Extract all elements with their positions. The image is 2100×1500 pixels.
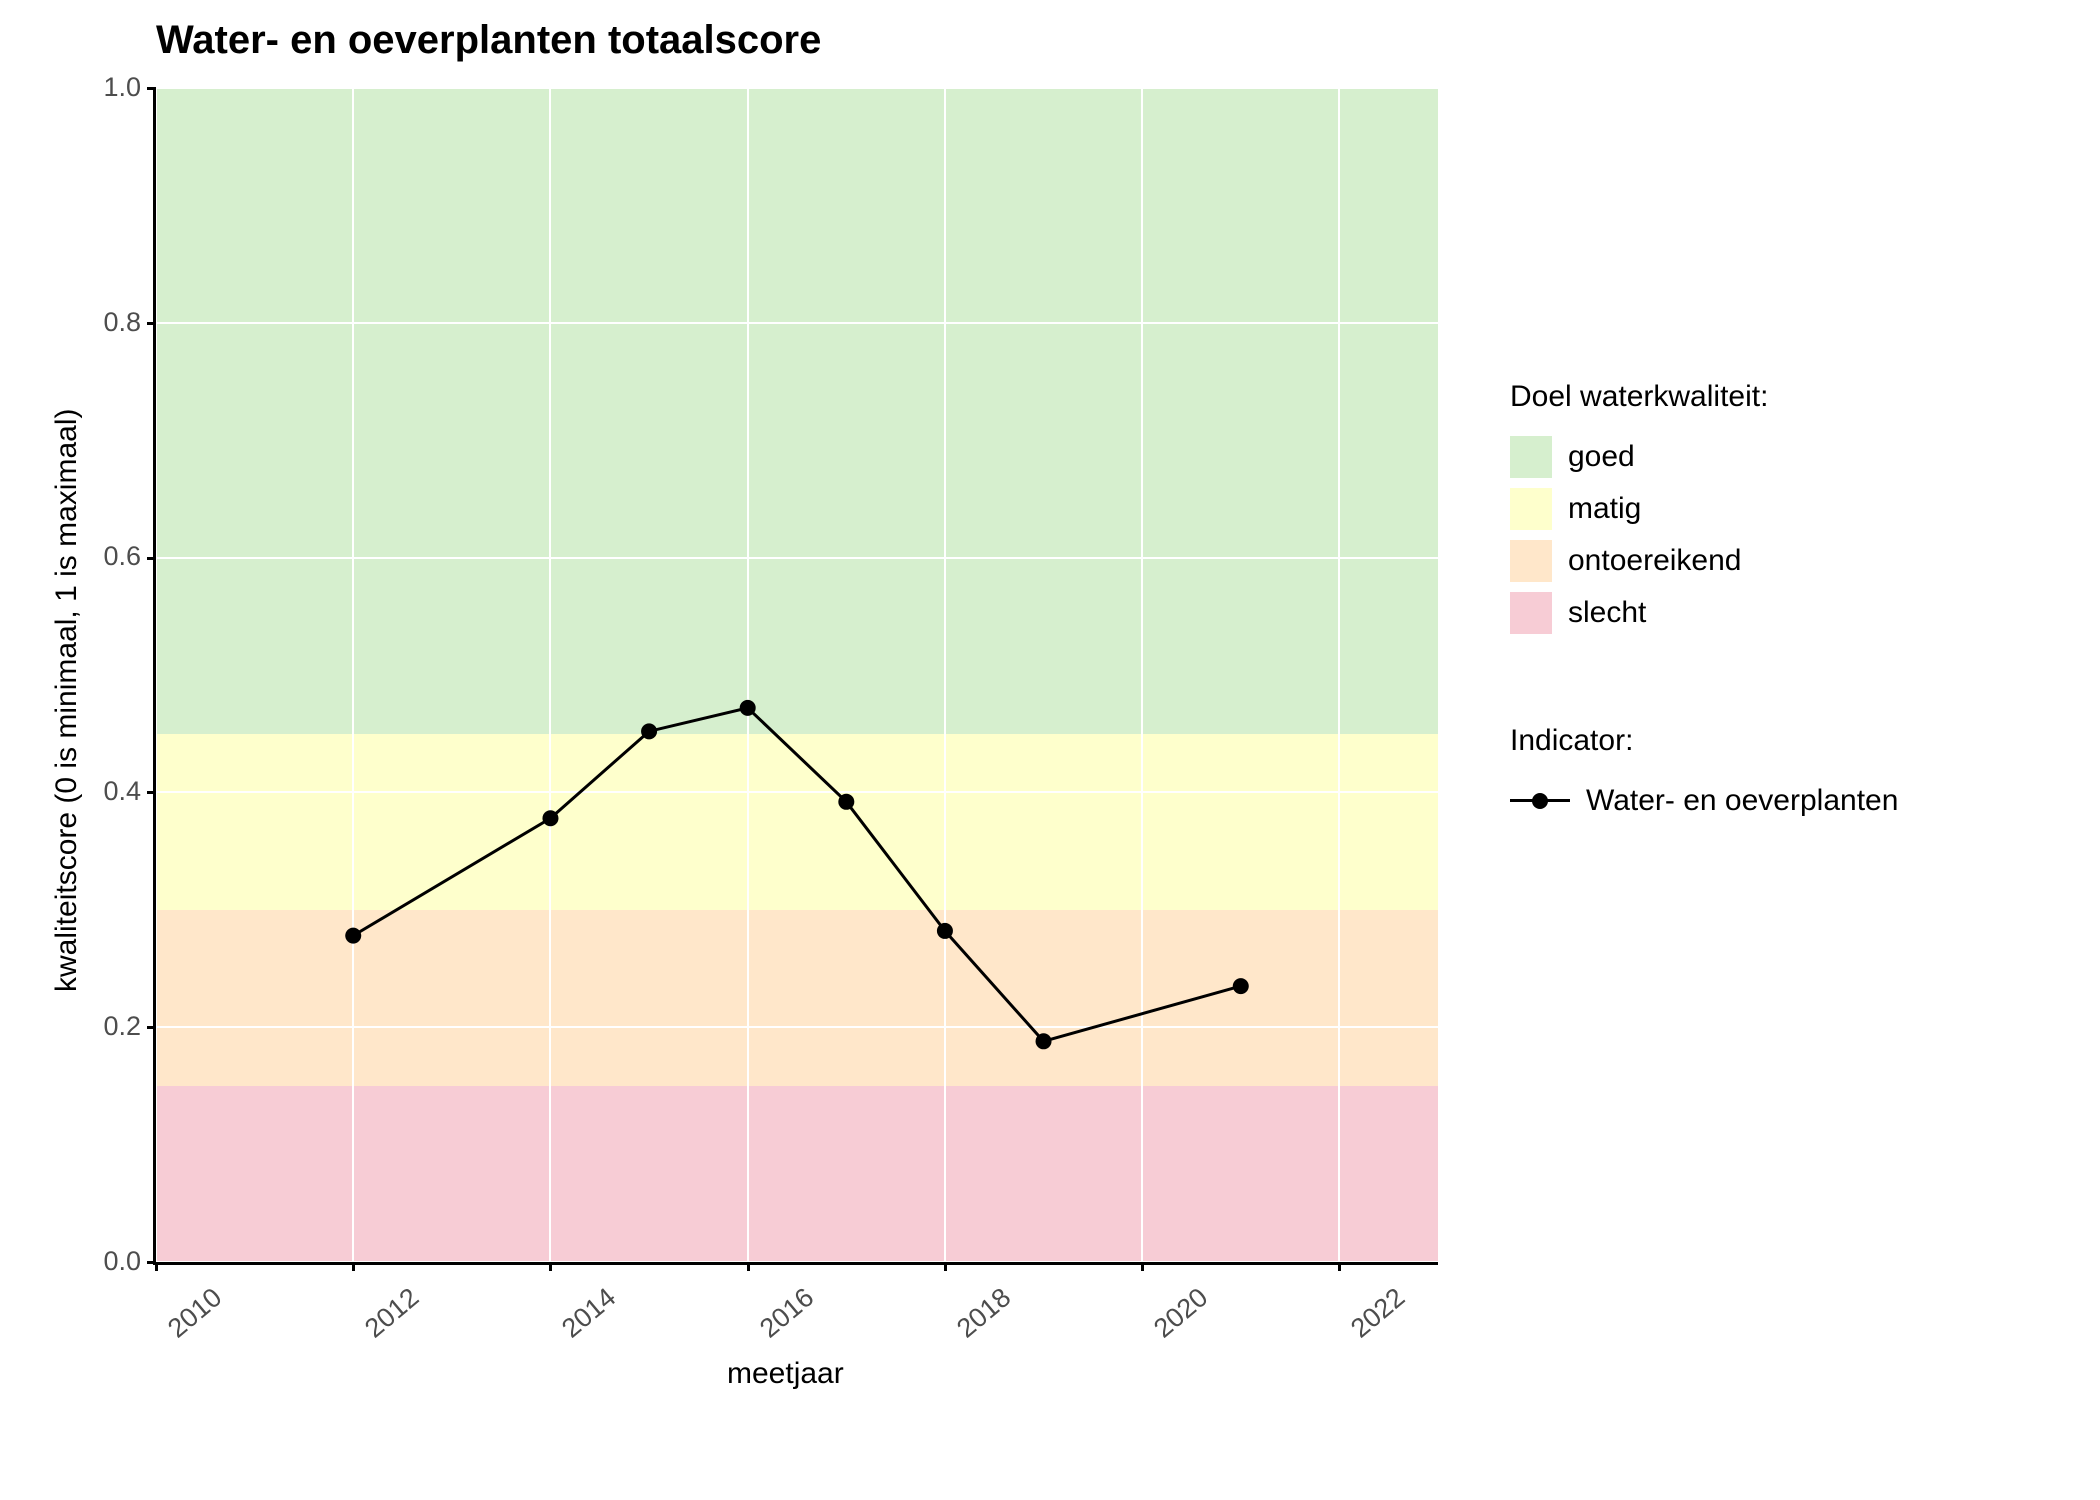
series-marker bbox=[641, 723, 657, 739]
series-marker bbox=[1036, 1033, 1052, 1049]
series-marker bbox=[937, 923, 953, 939]
y-tick-mark bbox=[147, 791, 156, 794]
legend-item-indicator: Water- en oeverplanten bbox=[1510, 780, 1898, 822]
series-marker bbox=[838, 794, 854, 810]
legend-indicator-sample bbox=[1510, 780, 1570, 822]
legend-item-goed: goed bbox=[1510, 436, 1898, 478]
legend-indicator-label: Water- en oeverplanten bbox=[1586, 784, 1898, 818]
x-tick-mark bbox=[352, 1262, 355, 1271]
x-tick-label: 2022 bbox=[1345, 1282, 1411, 1344]
legend-label: ontoereikend bbox=[1568, 544, 1741, 578]
series-marker bbox=[542, 810, 558, 826]
y-tick-label: 0.2 bbox=[61, 1011, 141, 1042]
y-axis-label: kwaliteitscore (0 is minimaal, 1 is maxi… bbox=[50, 408, 84, 991]
x-tick-mark bbox=[944, 1262, 947, 1271]
series-line bbox=[353, 708, 1241, 1041]
x-tick-mark bbox=[1141, 1262, 1144, 1271]
x-tick-label: 2010 bbox=[162, 1282, 228, 1344]
x-axis-line bbox=[156, 1262, 1438, 1265]
x-tick-label: 2014 bbox=[557, 1282, 623, 1344]
x-tick-label: 2016 bbox=[754, 1282, 820, 1344]
series-marker bbox=[345, 928, 361, 944]
legend-label: matig bbox=[1568, 492, 1641, 526]
y-tick-mark bbox=[147, 1026, 156, 1029]
legend-swatch bbox=[1510, 488, 1552, 530]
y-tick-label: 0.8 bbox=[61, 307, 141, 338]
y-tick-label: 1.0 bbox=[61, 72, 141, 103]
legend-item-slecht: slecht bbox=[1510, 592, 1898, 634]
x-axis-label: meetjaar bbox=[727, 1357, 844, 1391]
legend-title-indicator: Indicator: bbox=[1510, 724, 1898, 758]
series-marker bbox=[1233, 978, 1249, 994]
x-tick-label: 2018 bbox=[951, 1282, 1017, 1344]
x-tick-mark bbox=[549, 1262, 552, 1271]
y-tick-label: 0.0 bbox=[61, 1246, 141, 1277]
x-tick-mark bbox=[1338, 1262, 1341, 1271]
legend-swatch bbox=[1510, 540, 1552, 582]
x-tick-mark bbox=[747, 1262, 750, 1271]
chart-title: Water- en oeverplanten totaalscore bbox=[156, 18, 821, 63]
y-axis-line bbox=[153, 88, 156, 1265]
legend-swatch bbox=[1510, 436, 1552, 478]
legend-indicator-items: Water- en oeverplanten bbox=[1510, 780, 1898, 822]
series-marker bbox=[740, 700, 756, 716]
series-svg bbox=[156, 88, 1438, 1262]
chart-container: Water- en oeverplanten totaalscore 0.0 0.… bbox=[0, 0, 2100, 1500]
x-tick-label: 2012 bbox=[359, 1282, 425, 1344]
legend: Doel waterkwaliteit: goed matig ontoereike… bbox=[1510, 380, 1898, 822]
y-tick-mark bbox=[147, 322, 156, 325]
plot-area bbox=[156, 88, 1438, 1262]
x-tick-mark bbox=[155, 1262, 158, 1271]
legend-item-matig: matig bbox=[1510, 488, 1898, 530]
legend-band-items: goed matig ontoereikend slecht bbox=[1510, 436, 1898, 634]
legend-label: slecht bbox=[1568, 596, 1646, 630]
legend-label: goed bbox=[1568, 440, 1635, 474]
legend-swatch bbox=[1510, 592, 1552, 634]
legend-title-bands: Doel waterkwaliteit: bbox=[1510, 380, 1898, 414]
y-tick-mark bbox=[147, 557, 156, 560]
x-tick-label: 2020 bbox=[1148, 1282, 1214, 1344]
y-tick-mark bbox=[147, 87, 156, 90]
legend-item-ontoereikend: ontoereikend bbox=[1510, 540, 1898, 582]
